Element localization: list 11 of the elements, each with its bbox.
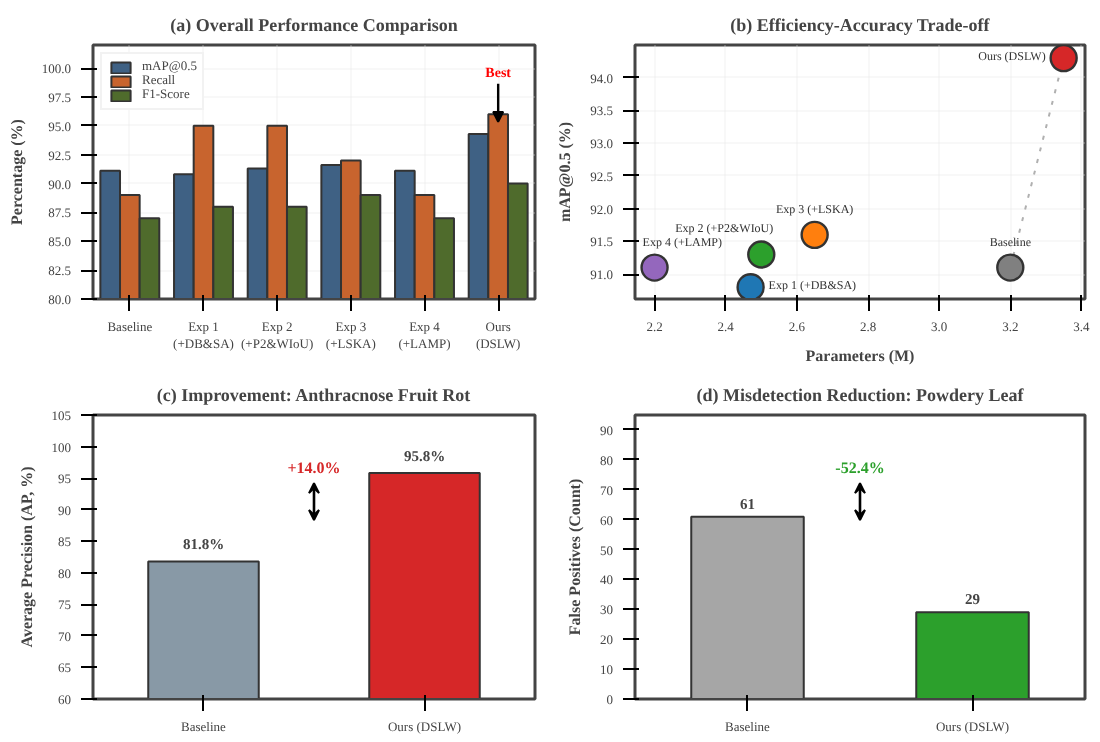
x-axis-title: Parameters (M) [805, 347, 916, 365]
annotation: +14.0% [287, 459, 341, 478]
chart-title: (a) Overall Performance Comparison [170, 15, 458, 35]
chart-title: (c) Improvement: Anthracnose Fruit Rot [156, 385, 471, 405]
chart-title: (d) Misdetection Reduction: Powdery Leaf [696, 385, 1026, 405]
y-axis-title: Percentage (%) [7, 118, 26, 225]
annotation: -52.4% [835, 459, 885, 478]
y-axis-title: mAP@0.5 (%) [556, 121, 575, 223]
y-axis-title: Average Precision (AP, %) [17, 465, 36, 648]
chart-title: (b) Efficiency-Accuracy Trade-off [730, 15, 992, 35]
y-axis-title: False Positives (Count) [566, 478, 584, 636]
